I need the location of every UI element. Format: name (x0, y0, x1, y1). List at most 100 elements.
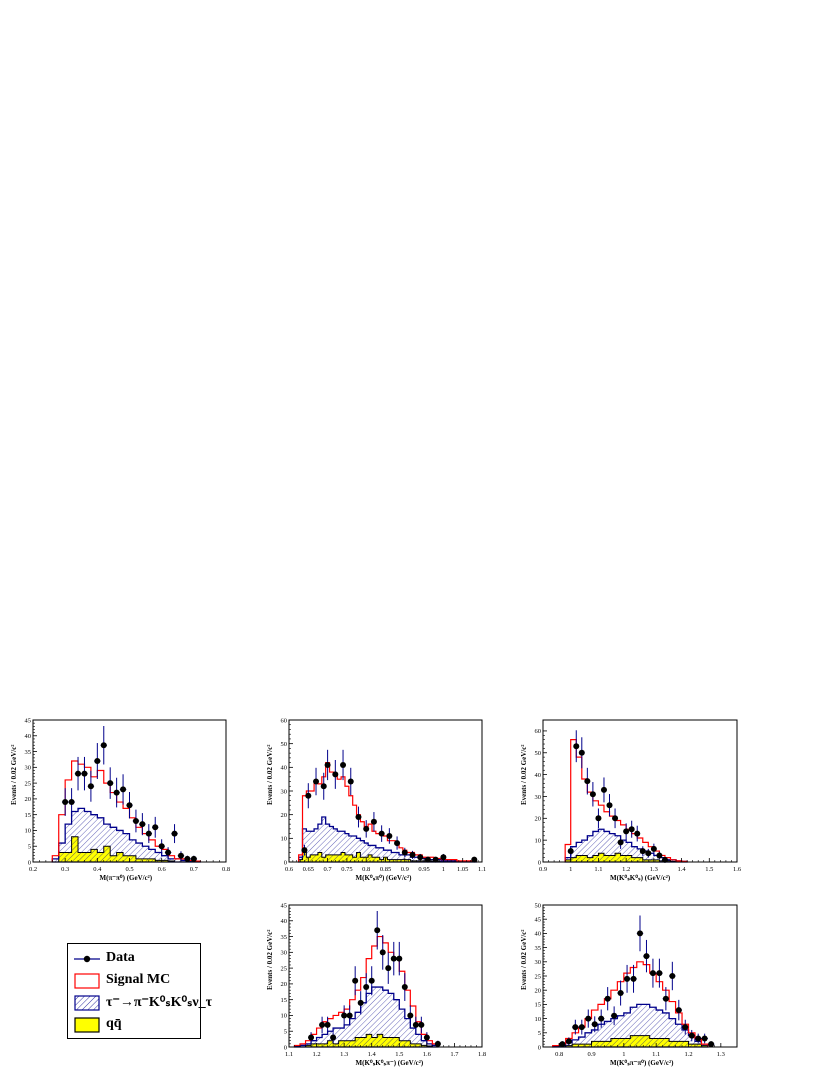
y-axis-label: Events / 0.02 GeV/c² (520, 930, 528, 990)
x-tick-label: 1.7 (450, 1051, 459, 1058)
data-point (87, 770, 95, 802)
data-point (368, 966, 375, 996)
data-marker (132, 817, 139, 824)
data-marker (637, 930, 643, 937)
data-point (152, 816, 159, 838)
data-marker (600, 786, 607, 793)
y-tick-label: 20 (281, 981, 288, 988)
data-point (324, 1016, 331, 1034)
data-point (363, 973, 370, 1001)
data-point (656, 851, 663, 860)
data-marker (313, 778, 320, 785)
data-marker (617, 839, 624, 846)
data-marker (81, 770, 88, 777)
data-point (634, 825, 641, 842)
signal-mc-histogram (51, 760, 201, 862)
data-marker (624, 975, 631, 982)
data-point (61, 788, 69, 816)
x-tick-label: 1 (622, 1051, 625, 1058)
data-marker (417, 854, 424, 861)
data-marker (324, 761, 331, 768)
data-point (370, 812, 377, 832)
y-tick-label: 40 (281, 765, 288, 772)
y-tick-label: 10 (535, 837, 542, 844)
data-marker (585, 1015, 592, 1022)
data-marker (386, 832, 393, 839)
data-point (606, 794, 613, 817)
data-marker (385, 965, 392, 972)
y-axis-label: Events / 0.02 GeV/c² (266, 930, 274, 990)
data-marker (565, 1038, 572, 1045)
tau-background-histogram (298, 816, 477, 863)
x-tick-label: 1.5 (705, 866, 713, 873)
y-tick-label: 30 (281, 788, 288, 795)
data-marker (100, 742, 107, 749)
data-point (106, 767, 114, 799)
data-point (423, 1032, 430, 1043)
data-point (305, 783, 312, 809)
data-marker (319, 1021, 326, 1028)
x-axis-label: M(K⁰ₛπ⁰) (GeV/c²) (356, 874, 413, 882)
x-tick-label: 1.4 (678, 866, 687, 873)
data-marker (578, 1024, 585, 1031)
data-marker (661, 856, 668, 863)
y-tick-label: 0 (538, 859, 541, 866)
data-point (573, 730, 580, 763)
data-marker (171, 830, 178, 837)
y-axis-label: Events / 0.02 GeV/c² (266, 745, 274, 805)
data-marker (324, 1021, 331, 1028)
data-point (301, 844, 308, 856)
x-tick-label: 0.6 (285, 866, 294, 873)
x-tick-label: 0.8 (362, 866, 370, 873)
x-tick-label: 1.2 (313, 1051, 321, 1058)
data-marker (320, 783, 327, 790)
data-marker (617, 990, 624, 997)
data-point (694, 1033, 702, 1044)
data-marker (623, 828, 630, 835)
data-point (158, 839, 165, 854)
data-point (623, 964, 631, 993)
data-marker (589, 791, 596, 798)
legend-entry-tau-bkg: τ⁻→π⁻K⁰ₛK⁰ₛν_τ (68, 992, 212, 1014)
data-marker (639, 848, 646, 855)
data-point (308, 1032, 315, 1043)
data-point (390, 941, 397, 976)
y-tick-label: 25 (535, 973, 542, 980)
legend-label-signal: Signal MC (106, 972, 171, 987)
data-point (412, 1016, 419, 1034)
x-tick-label: 0.3 (61, 866, 69, 873)
data-marker (75, 770, 82, 777)
data-marker (471, 856, 478, 863)
data-marker (650, 845, 657, 852)
data-marker (184, 855, 191, 862)
data-point (184, 855, 191, 862)
data-marker (374, 927, 381, 934)
data-point (319, 1016, 326, 1034)
data-marker (630, 975, 637, 982)
data-point (313, 767, 320, 796)
data-point (340, 749, 347, 781)
x-tick-label: 0.2 (29, 866, 37, 873)
data-marker (401, 849, 408, 856)
data-point (707, 1041, 715, 1048)
data-marker (370, 818, 377, 825)
x-tick-label: 0.6 (158, 866, 167, 873)
data-marker (177, 852, 184, 859)
data-point (177, 851, 185, 861)
data-point (132, 809, 140, 833)
data-marker (434, 1040, 441, 1047)
data-point (630, 964, 637, 993)
legend-label-qq: qq̄ (106, 1016, 122, 1031)
y-tick-label: 60 (535, 728, 542, 735)
signal-box-icon (74, 973, 100, 989)
y-tick-label: 25 (25, 780, 32, 787)
data-point (394, 836, 401, 850)
data-point (418, 1016, 425, 1034)
data-marker (340, 761, 347, 768)
data-marker (355, 814, 362, 821)
legend-entry-signal: Signal MC (68, 970, 200, 992)
data-point (662, 987, 670, 1011)
y-tick-label: 10 (535, 1016, 542, 1023)
data-marker (567, 848, 574, 855)
